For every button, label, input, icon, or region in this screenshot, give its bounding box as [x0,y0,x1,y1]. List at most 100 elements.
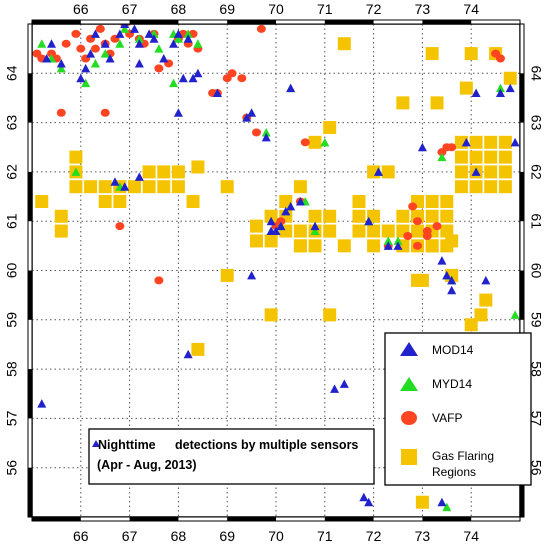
gas-flaring-square [464,47,478,61]
x-tick-label: 68 [171,1,187,17]
frame-band-dark [520,73,524,123]
gas-flaring-square [249,219,263,233]
x-tick-label: 66 [73,1,89,17]
mod14-point [471,88,481,98]
mod14-point [242,113,252,122]
x-tick-labels-bottom: 66 67 68 69 70 71 72 73 74 [73,528,479,544]
mod14-point [364,497,374,507]
mod14-point [437,256,447,265]
gas-flaring-square [220,268,234,282]
gas-flaring-square [396,209,410,223]
gas-flaring-square [84,180,98,194]
mod14-point [134,172,144,181]
gas-flaring-square [249,234,263,248]
legend-myd14-marker [400,377,418,391]
annotation-line1: Nighttime [98,438,156,452]
gas-flaring-square [98,180,112,194]
mod14-point [393,241,403,250]
gas-flaring-square [337,37,351,51]
mod14-point [159,54,169,63]
myd14-point [154,44,164,53]
myd14-point [37,39,47,48]
gas-flaring-square [396,96,410,110]
gas-flaring-square [498,165,512,179]
vafp-point [300,138,310,147]
gas-flaring-square [157,180,171,194]
x-tick-label: 74 [463,528,479,544]
gas-flaring-square [381,165,395,179]
frame-band-dark [520,270,524,320]
mod14-point [373,167,383,176]
mod14-point [81,63,91,73]
y-tick-label: 56 [528,460,544,476]
frame-band-dark [32,20,81,24]
plot-frame [27,19,525,522]
gas-flaring-square [454,165,468,179]
y-tick-label: 56 [4,460,20,476]
gas-flaring-square [440,224,454,238]
gas-flaring-square [142,180,156,194]
mod14-point [266,216,276,226]
frame-band-dark [32,517,81,521]
vafp-point [71,29,81,38]
x-tick-label: 73 [415,1,431,17]
y-tick-label: 61 [528,213,544,229]
frame-band-dark [28,467,32,517]
mod14-point [42,54,52,63]
gas-flaring-square [498,135,512,149]
myd14-point [510,310,520,319]
vafp-point [432,222,442,231]
myd14-point [71,167,81,176]
mod14-point [129,24,139,33]
gas-flaring-square [352,209,366,223]
mod14-point [115,29,125,38]
gas-flaring-square [127,180,141,194]
gas-flaring-square [191,342,205,356]
y-tick-label: 60 [4,263,20,279]
gas-flaring-square [264,209,278,223]
frame-band-dark [28,369,32,419]
y-tick-label: 61 [4,213,20,229]
vafp-point [154,276,164,285]
vafp-point [90,44,100,53]
frame-band-dark [227,20,276,24]
gas-flaring-square [54,224,68,238]
x-tick-label: 71 [317,528,333,544]
mod14-point [286,83,296,93]
gas-flaring-square [464,318,478,332]
gas-flaring-square [415,495,429,509]
mod14-point [37,399,47,408]
annotation-line2: (Apr - Aug, 2013) [97,458,197,472]
gas-flaring-square [479,293,493,307]
mod14-point [134,39,144,48]
mod14-point [510,137,520,147]
vafp-point [413,217,423,226]
y-tick-label: 63 [528,115,544,131]
gas-flaring-square [113,194,127,208]
mod14-point [359,492,369,502]
series-gas-flaring-regions [35,37,517,509]
gas-flaring-square [279,194,293,208]
mod14-point [330,384,340,393]
gas-flaring-square [445,234,459,248]
gas-flaring-square [308,239,322,253]
mod14-point [339,379,349,388]
vafp-point [256,24,266,33]
myd14-point [310,226,320,236]
gas-flaring-square [171,165,185,179]
x-tick-label: 69 [219,1,235,17]
frame-band-dark [422,20,472,24]
mod14-point [212,88,222,98]
y-tick-label: 58 [528,361,544,377]
mod14-point [505,83,515,93]
mod14-point [149,34,159,43]
mod14-point [100,39,110,48]
vafp-point [56,108,66,117]
annotation-mod14-marker [92,440,100,447]
gas-flaring-square [459,81,473,95]
gas-flaring-square [220,180,234,194]
vafp-point [413,241,423,250]
gas-flaring-square [98,194,112,208]
gas-flaring-square [352,224,366,238]
